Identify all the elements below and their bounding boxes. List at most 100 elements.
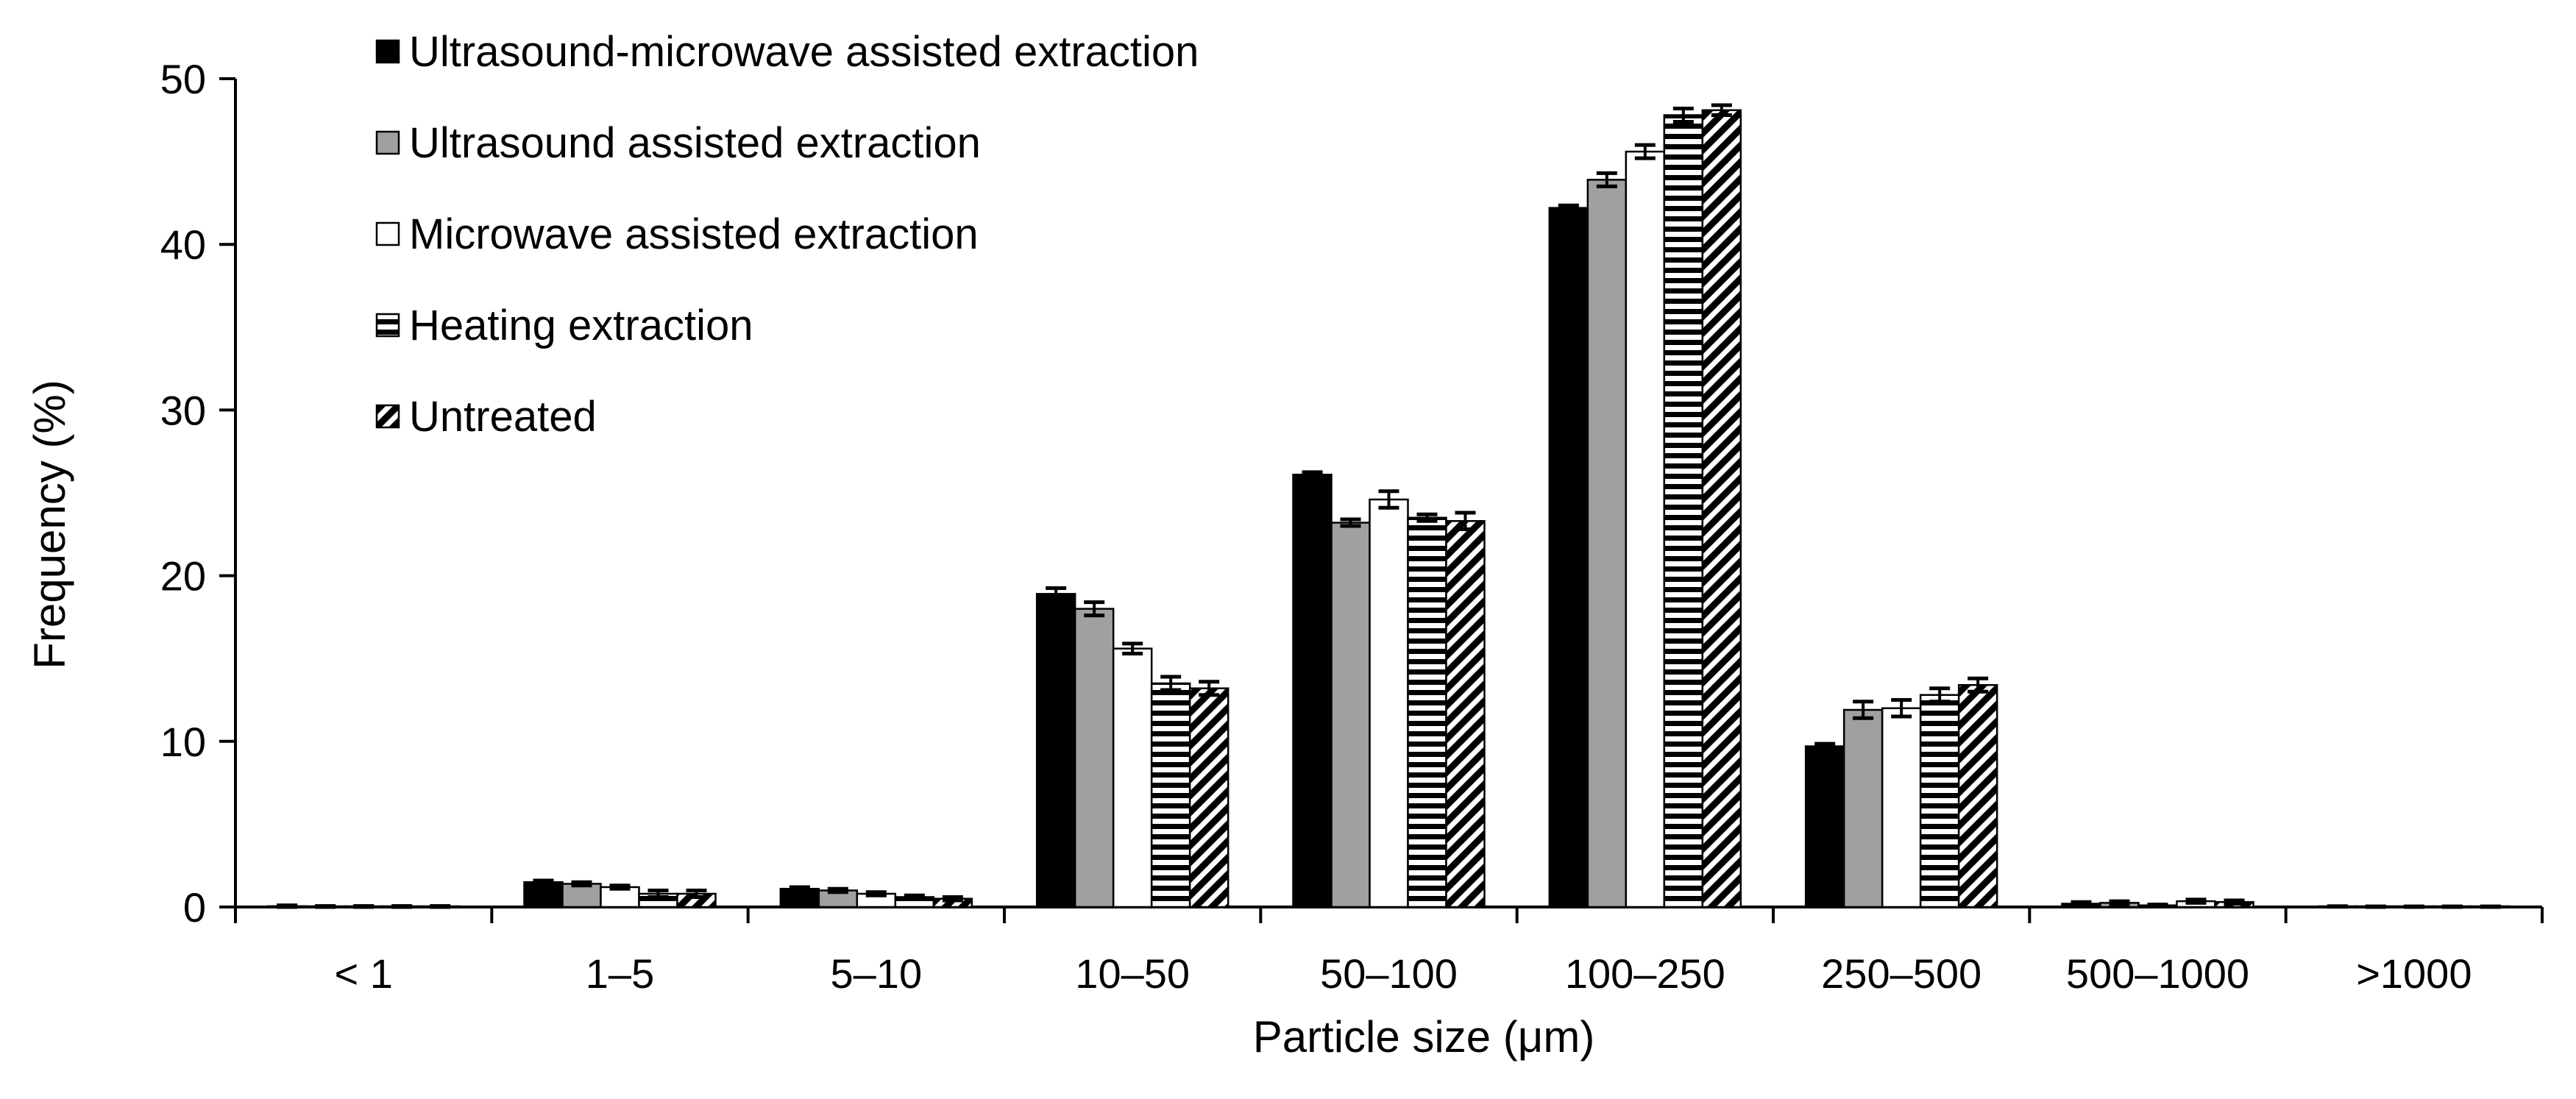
bar: [1842, 708, 1884, 908]
bar: [1957, 683, 1998, 908]
bar: [1074, 608, 1115, 908]
error-bar: [2441, 904, 2463, 909]
x-tick-label: >1000: [2356, 950, 2472, 997]
error-bar: [1672, 107, 1694, 124]
x-tick-label: 100–250: [1565, 950, 1725, 997]
error-bar: [1199, 680, 1220, 697]
error-bar: [2365, 904, 2386, 909]
error-bar: [2327, 904, 2348, 909]
bar: [561, 883, 602, 908]
error-bar: [2185, 897, 2207, 905]
x-tick-label: 10–50: [1075, 950, 1190, 997]
legend-swatch: [375, 313, 400, 338]
error-bar: [1122, 641, 1143, 655]
y-tick-label: 10: [160, 719, 206, 765]
error-bars: [277, 103, 2501, 909]
legend-item: Microwave assisted extraction: [375, 210, 979, 258]
y-axis-title: Frequency (%): [25, 380, 74, 669]
x-tick-label: < 1: [334, 950, 392, 997]
error-bar: [1968, 676, 1989, 694]
error-bar: [1891, 698, 1912, 719]
y-tick-label: 50: [160, 56, 206, 102]
bar: [1445, 520, 1486, 908]
error-bar: [686, 888, 707, 899]
error-bar: [277, 903, 298, 909]
error-bar: [1558, 203, 1579, 213]
x-tick-label: 5–10: [831, 950, 923, 997]
bar: [1804, 745, 1845, 908]
error-bar: [2071, 900, 2092, 908]
error-bar: [2403, 904, 2424, 909]
error-bar: [1853, 700, 1874, 720]
x-tick-label: 50–100: [1320, 950, 1458, 997]
error-bar: [1046, 586, 1067, 602]
x-tick-label: 250–500: [1821, 950, 1981, 997]
error-bar: [1634, 143, 1656, 160]
bar: [1701, 109, 1742, 908]
error-bar: [315, 904, 336, 909]
legend-swatch: [375, 130, 400, 155]
legend-item: Ultrasound-microwave assisted extraction: [375, 28, 1199, 76]
legend-swatch: [375, 221, 400, 246]
error-bar: [647, 888, 669, 899]
bar: [523, 881, 564, 908]
error-bar: [1340, 517, 1361, 528]
legend-label: Microwave assisted extraction: [409, 210, 979, 258]
x-tick-label: 500–1000: [2066, 950, 2249, 997]
error-bar: [2147, 903, 2168, 908]
legend-label: Heating extraction: [409, 302, 753, 349]
x-axis-title: Particle size (μm): [1253, 1012, 1595, 1061]
legend-swatch: [375, 39, 400, 64]
legend-item: Ultrasound assisted extraction: [375, 119, 981, 167]
error-bar: [1455, 511, 1476, 532]
error-bar: [1160, 675, 1182, 692]
x-tick-label: 1–5: [586, 950, 654, 997]
error-bar: [2109, 899, 2130, 907]
error-bar: [1416, 512, 1438, 523]
error-bar: [904, 893, 925, 901]
error-bar: [609, 883, 631, 891]
bar: [1407, 516, 1447, 908]
error-bar: [1929, 686, 1951, 704]
y-tick-label: 0: [183, 884, 206, 931]
bar: [1112, 647, 1153, 908]
bar: [1586, 179, 1628, 908]
error-bar: [353, 904, 375, 909]
error-bar: [1711, 103, 1732, 118]
error-bar: [1378, 489, 1399, 510]
error-bar: [391, 904, 413, 909]
legend-label: Ultrasound-microwave assisted extraction: [409, 28, 1199, 76]
error-bar: [865, 890, 887, 897]
legend-swatch: [375, 404, 400, 429]
error-bar: [789, 885, 810, 892]
y-tick-label: 40: [160, 221, 206, 268]
error-bar: [1814, 741, 1836, 751]
bar: [1330, 522, 1371, 908]
bar: [1150, 682, 1191, 908]
legend-item: Heating extraction: [375, 302, 753, 349]
error-bar: [942, 895, 963, 903]
y-tick-label: 30: [160, 387, 206, 433]
bar: [1369, 498, 1409, 908]
legend-label: Ultrasound assisted extraction: [409, 119, 981, 167]
bar: [1919, 694, 1960, 908]
legend: Ultrasound-microwave assisted extraction…: [375, 28, 1199, 441]
y-tick-label: 20: [160, 553, 206, 600]
bar: [1188, 687, 1230, 908]
error-bar: [430, 904, 451, 909]
bar: [1035, 593, 1076, 908]
error-bar: [827, 886, 848, 895]
tick-labels: 0 10 20 30 40 50 < 1 1–5 5–10 10–50 50–100 100–250 2…: [160, 56, 2472, 997]
error-bar: [533, 878, 554, 886]
error-bar: [1596, 171, 1617, 188]
bar: [1663, 114, 1704, 908]
error-bar: [2480, 904, 2501, 909]
bar: [1625, 150, 1666, 908]
legend-label: Untreated: [409, 393, 597, 441]
error-bar: [1084, 600, 1105, 618]
bar: [1292, 473, 1333, 908]
legend-item: Untreated: [375, 393, 597, 441]
error-bar: [1302, 470, 1323, 480]
